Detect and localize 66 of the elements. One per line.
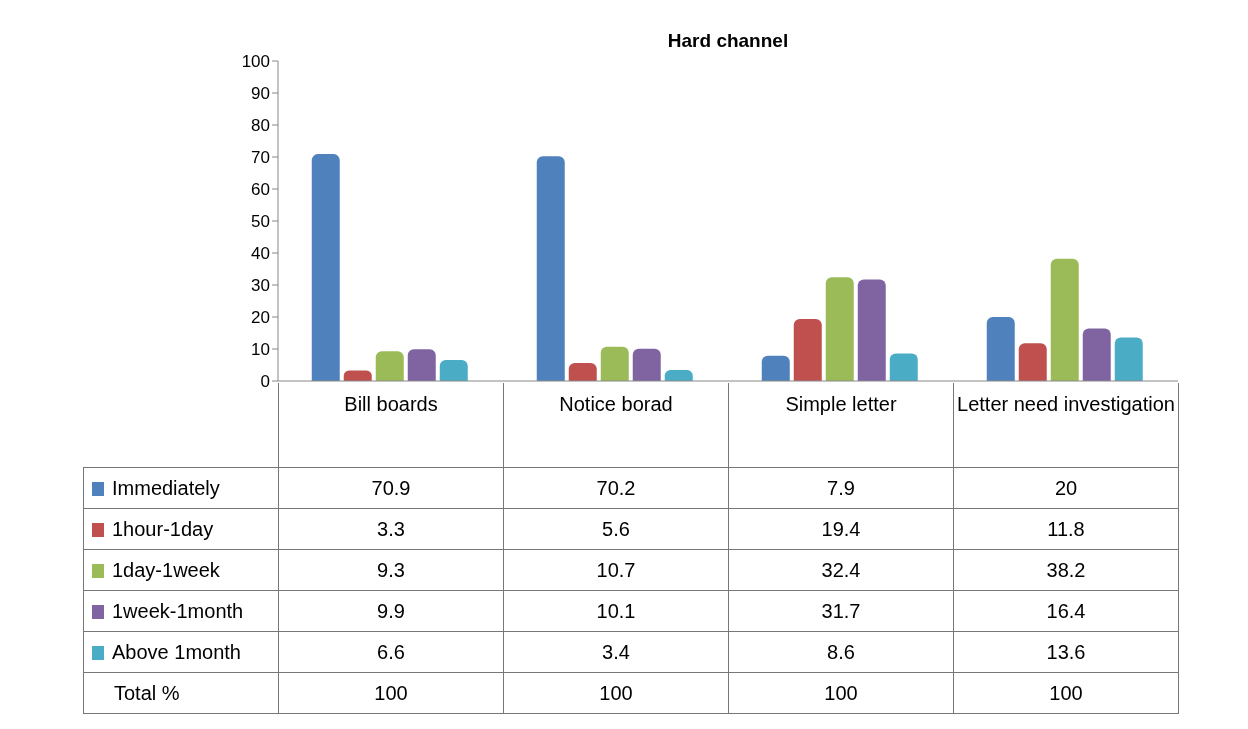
text: Total % — [83, 672, 279, 714]
y-tick-label: 20 — [251, 308, 270, 328]
x-tick-label: Notice borad — [503, 383, 729, 468]
y-tick-label: 90 — [251, 84, 270, 104]
data-label: 3.3 — [278, 508, 504, 550]
data-label: 6.6 — [278, 631, 504, 673]
data-label: 8.6 — [728, 631, 954, 673]
data-label: 10.7 — [503, 549, 729, 591]
y-tick-label: 70 — [251, 148, 270, 168]
bar — [857, 279, 886, 381]
y-tick-label: 40 — [251, 244, 270, 264]
data-label: 20 — [953, 467, 1179, 509]
data-label: 10.1 — [503, 590, 729, 632]
y-tick-label: 30 — [251, 276, 270, 296]
data-label: 70.9 — [278, 467, 504, 509]
bar — [889, 353, 918, 381]
data-label: 7.9 — [728, 467, 954, 509]
data-label: 19.4 — [728, 508, 954, 550]
text: 100 — [953, 672, 1179, 714]
x-tick-label: Simple letter — [728, 383, 954, 468]
data-label: 16.4 — [953, 590, 1179, 632]
data-label: 9.9 — [278, 590, 504, 632]
bar — [1018, 343, 1047, 381]
legend-label: Immediately — [112, 476, 220, 499]
y-tick-label: 0 — [260, 372, 270, 392]
bar — [664, 370, 693, 381]
bar — [407, 349, 436, 381]
y-tick-label: 60 — [251, 180, 270, 200]
bar — [1114, 337, 1143, 381]
bar — [825, 277, 854, 381]
data-label: 3.4 — [503, 631, 729, 673]
text: 100 — [278, 672, 504, 714]
data-label: 38.2 — [953, 549, 1179, 591]
bar — [761, 355, 790, 381]
data-label: 13.6 — [953, 631, 1179, 673]
bar — [986, 317, 1015, 381]
y-tick-label: 10 — [251, 340, 270, 360]
text: 100 — [728, 672, 954, 714]
y-tick-label: 100 — [241, 52, 270, 72]
bar — [632, 348, 661, 381]
bar — [439, 359, 468, 381]
legend-label: 1hour-1day — [112, 517, 214, 540]
data-label: 11.8 — [953, 508, 1179, 550]
legend-label: 1day-1week — [112, 558, 220, 581]
data-label: 31.7 — [728, 590, 954, 632]
bar — [311, 154, 340, 381]
bar — [343, 370, 372, 381]
legend-label: Above 1month — [112, 640, 241, 663]
bar — [600, 346, 629, 381]
legend-label: 1week-1month — [112, 599, 244, 622]
y-tick-label: 50 — [251, 212, 270, 232]
data-label: 70.2 — [503, 467, 729, 509]
x-tick-label: Letter need investigation — [953, 383, 1179, 468]
data-label: 32.4 — [728, 549, 954, 591]
text: 100 — [503, 672, 729, 714]
x-tick-label: Bill boards — [278, 383, 504, 468]
bar — [375, 351, 404, 381]
y-tick-label: 80 — [251, 116, 270, 136]
bar — [1082, 328, 1111, 381]
bar — [536, 156, 565, 381]
bar — [568, 363, 597, 381]
bar — [1050, 258, 1079, 381]
bar — [793, 318, 822, 381]
data-label: 9.3 — [278, 549, 504, 591]
chart-title: Hard channel — [666, 30, 790, 52]
data-label: 5.6 — [503, 508, 729, 550]
